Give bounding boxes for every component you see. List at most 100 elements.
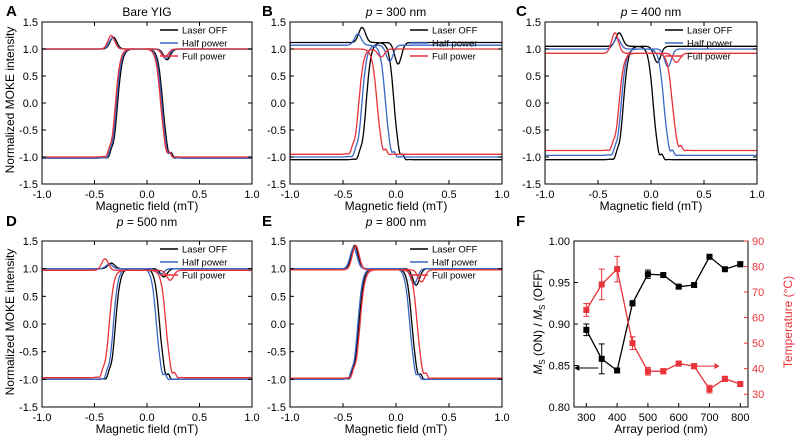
y-tick-label: 1.5 (271, 236, 286, 248)
legend-label-laser-off: Laser OFF (182, 26, 228, 37)
x-tick-label: 800 (731, 412, 749, 424)
x-tick-label: 0.5 (441, 412, 456, 424)
y-tick-label: 1.5 (526, 17, 541, 29)
x-tick-label: 0.0 (643, 189, 658, 201)
data-point-ms-ratio (598, 355, 605, 362)
x-axis-label: Magnetic field (mT) (600, 199, 703, 213)
x-tick-label: 1.0 (244, 189, 259, 201)
y-tick-label: -1.0 (267, 374, 286, 386)
series-group (42, 34, 252, 159)
chart-title: p = 400 nm (620, 5, 681, 19)
y-tick-label-left: 0.80 (549, 402, 570, 414)
x-tick-label: 1.0 (494, 189, 509, 201)
x-tick-label: 500 (639, 412, 657, 424)
data-point-temperature (660, 368, 667, 375)
y-tick-label: -1.0 (19, 374, 38, 386)
chart-title: p = 300 nm (365, 5, 426, 19)
y-tick-label: 1.0 (526, 44, 541, 56)
legend-label-half-power: Half power (182, 258, 227, 269)
series-group (545, 31, 757, 161)
x-tick-label: -0.5 (589, 189, 608, 201)
legend-label-half-power: Half power (182, 39, 227, 50)
panel-letter-f: F (516, 213, 525, 230)
x-tick-label: 0.5 (441, 189, 456, 201)
legend-label-full-power: Full power (687, 52, 731, 63)
y-tick-label: 1.0 (23, 44, 38, 56)
ms-symbol: M (531, 365, 545, 375)
x-tick-label: 0.5 (192, 412, 207, 424)
legend-label-laser-off: Laser OFF (182, 245, 228, 256)
legend-label-full-power: Full power (432, 271, 476, 282)
title-value: = 500 nm (123, 215, 177, 229)
x-tick-label: -0.5 (334, 412, 353, 424)
title-value: = 400 nm (627, 5, 681, 19)
data-point-ms-ratio (737, 261, 744, 268)
y-tick-label-right: 70 (752, 287, 764, 299)
series-line-full-power (545, 31, 757, 152)
legend-label-full-power: Full power (182, 52, 226, 63)
y-tick-label: 0.0 (23, 98, 38, 110)
y-axis-label: Normalized MOKE intensity (3, 249, 17, 396)
panel-d: p = 500 nm -1.0 -0.5 0.0 0.5 1.0-1.5-1.0-0.5… (3, 215, 260, 436)
data-point-temperature (721, 375, 728, 382)
y-tick-label: 0.5 (271, 71, 286, 83)
series-group (290, 26, 502, 161)
series-line-full-power (290, 48, 502, 156)
series-line-half-power (42, 263, 252, 381)
x-axis-label: Magnetic field (mT) (96, 199, 199, 213)
y-tick-label: -0.5 (19, 125, 38, 137)
panel-a: Bare YIG -1.0 -0.5 0.0 0.5 1.0-1.5-1.0-0.50.… (3, 5, 260, 213)
series-line-half-power (290, 246, 502, 381)
y-tick-label-left: 0.85 (549, 361, 570, 373)
title-value: = 300 nm (372, 5, 426, 19)
title-symbol: p (620, 5, 628, 19)
y-tick-label-right: 40 (752, 364, 764, 376)
y-tick-label-left: 0.90 (549, 319, 570, 331)
data-point-temperature (706, 386, 713, 393)
panel-b: p = 300 nm -1.0 -0.5 0.0 0.5 1.0-1.5-1.0-0.5… (267, 5, 510, 213)
y-tick-label: 0.0 (23, 319, 38, 331)
data-point-ms-ratio (614, 367, 621, 374)
series-line-laser-off (290, 26, 502, 161)
data-point-temperature (644, 368, 651, 375)
x-tick-label: 0.5 (696, 189, 711, 201)
title-symbol: p (365, 215, 373, 229)
x-axis-label: Magnetic field (mT) (345, 422, 448, 436)
legend-label-half-power: Half power (432, 39, 477, 50)
y-tick-label: -1.0 (267, 152, 286, 164)
x-tick-label: 1.0 (494, 412, 509, 424)
legend-label-full-power: Full power (432, 52, 476, 63)
x-tick-label: -0.5 (85, 189, 104, 201)
y-axis-label-left: MS (ON) / MS (OFF) (531, 269, 547, 374)
ms-symbol: M (531, 310, 545, 320)
x-tick-label: 0.0 (388, 189, 403, 201)
panel-c: p = 400 nm -1.0 -0.5 0.0 0.5 1.0-1.5-1.0-0.5… (522, 5, 765, 213)
panel-letter-c: C (516, 3, 527, 20)
x-tick-label: 1.0 (244, 412, 259, 424)
y-tick-label: 0.5 (23, 71, 38, 83)
x-tick-label: -1.0 (33, 412, 52, 424)
data-point-temperature (583, 306, 590, 313)
title-symbol: p (116, 215, 124, 229)
series-line-half-power (290, 33, 502, 158)
x-tick-label: 400 (608, 412, 626, 424)
data-point-ms-ratio (644, 271, 651, 278)
y-tick-label: -1.0 (522, 152, 541, 164)
plot-area: -1.0 -0.5 0.0 0.5 1.0-1.5-1.0-0.50.00.51.01.… (19, 236, 260, 424)
title-symbol: p (365, 5, 373, 19)
data-point-ms-ratio (660, 272, 667, 279)
data-point-temperature (737, 381, 744, 388)
left-axis-arrowhead (574, 364, 580, 371)
plot-area: -1.0 -0.5 0.0 0.5 1.0-1.5-1.0-0.50.00.51.01.… (19, 17, 260, 201)
legend-label-full-power: Full power (182, 271, 226, 282)
series-line-full-power (42, 257, 252, 379)
series-line-full-power (290, 244, 502, 380)
x-tick-label: -1.0 (536, 189, 555, 201)
y-tick-label: 1.5 (271, 17, 286, 29)
legend-label-laser-off: Laser OFF (432, 245, 478, 256)
x-tick-label: -1.0 (281, 412, 300, 424)
x-tick-label: -0.5 (334, 189, 353, 201)
y-tick-label: -1.5 (19, 179, 38, 191)
x-tick-label: -1.0 (33, 189, 52, 201)
data-point-temperature (691, 363, 698, 370)
